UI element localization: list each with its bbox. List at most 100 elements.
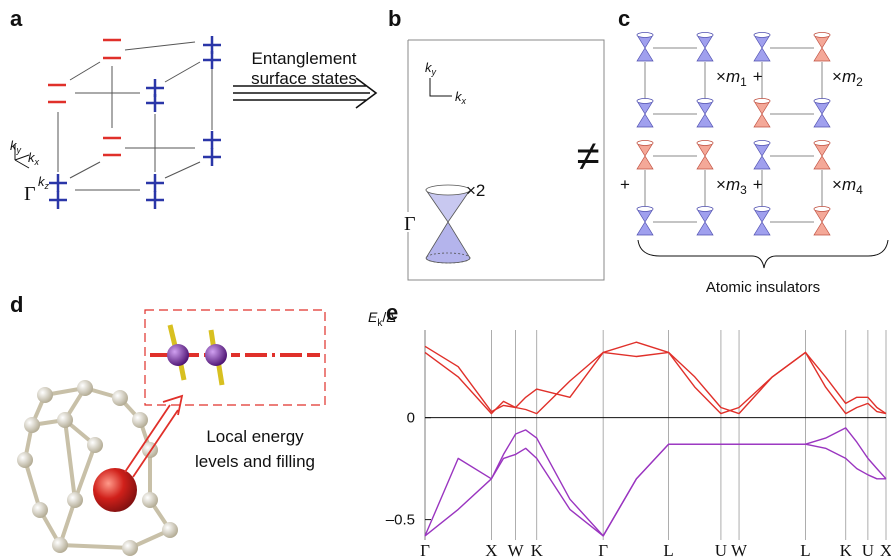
band-chart: ΓXWKΓLUWLKUX0–0.5 [386, 330, 891, 559]
panel-label: b [388, 6, 401, 31]
electron [167, 344, 189, 366]
axis-label: kz [38, 174, 50, 191]
multiplicity: ×2 [466, 181, 485, 200]
atom [67, 492, 83, 508]
hourglass [754, 101, 770, 127]
caption: levels and filling [195, 452, 315, 471]
x-tick-label: L [800, 541, 810, 559]
plus-sign [146, 94, 164, 112]
impurity-atom [93, 468, 137, 512]
cube-edge [70, 162, 100, 178]
brace [638, 240, 888, 268]
plus-sign [203, 51, 221, 69]
atom [112, 390, 128, 406]
hourglass-cap [814, 141, 830, 146]
atom [24, 417, 40, 433]
plus-sign [146, 191, 164, 209]
block-frame [762, 48, 822, 114]
hourglass [814, 101, 830, 127]
hourglass [637, 143, 653, 169]
hourglass-cap [637, 207, 653, 212]
hourglass [697, 209, 713, 235]
arrow-text: surface states [251, 69, 357, 88]
atom [162, 522, 178, 538]
hourglass-cap [754, 141, 770, 146]
hourglass-cap [697, 141, 713, 146]
hourglass [697, 101, 713, 127]
x-tick-label: U [862, 541, 874, 559]
plus: + [620, 175, 630, 194]
y-tick-label: 0 [407, 410, 415, 427]
x-tick-label: X [880, 541, 891, 559]
gamma-label: Γ [24, 183, 36, 205]
cube-edge [165, 62, 200, 82]
x-tick-label: K [531, 541, 544, 559]
axis-label: ky [425, 60, 437, 77]
atom [122, 540, 138, 556]
not-equal: ≠ [576, 132, 599, 179]
block-frame [645, 48, 705, 114]
plus-sign [203, 148, 221, 166]
hourglass-cap [754, 33, 770, 38]
cube-edge [70, 62, 100, 80]
cube-edge [165, 162, 200, 178]
atom [87, 437, 103, 453]
hourglass-cap [697, 99, 713, 104]
bond [60, 545, 130, 548]
hourglass [754, 209, 770, 235]
plus-sign [203, 131, 221, 149]
panel-label: d [10, 292, 23, 317]
hourglass [697, 143, 713, 169]
y-tick-label: –0.5 [386, 512, 415, 529]
hourglass [814, 209, 830, 235]
atom [32, 502, 48, 518]
axes-icon [430, 78, 452, 96]
atom [132, 412, 148, 428]
hourglass-cap [814, 33, 830, 38]
panel-label: c [618, 6, 630, 31]
x-tick-label: X [485, 541, 497, 559]
plus-sign [146, 174, 164, 192]
hourglass [754, 143, 770, 169]
band [425, 342, 886, 413]
atom [52, 537, 68, 553]
x-tick-label: U [715, 541, 727, 559]
panel-label: a [10, 6, 23, 31]
caption: Local energy [206, 427, 304, 446]
hourglass [637, 209, 653, 235]
hourglass-cap [814, 207, 830, 212]
hourglass [814, 35, 830, 61]
x-tick-label: Γ [598, 541, 608, 559]
hourglass-cap [637, 141, 653, 146]
term: ×m3+ [716, 175, 763, 197]
band [425, 428, 886, 536]
hourglass [637, 101, 653, 127]
band [425, 346, 886, 413]
hourglass-cap [814, 99, 830, 104]
term: ×m1+ [716, 67, 763, 89]
hourglass-cap [697, 33, 713, 38]
hourglass-cap [754, 207, 770, 212]
hourglass [814, 143, 830, 169]
atom [77, 380, 93, 396]
x-tick-label: L [663, 541, 673, 559]
x-tick-label: W [508, 541, 525, 559]
bond [65, 420, 75, 500]
band [425, 444, 886, 536]
hourglass [637, 35, 653, 61]
hourglass-cap [754, 99, 770, 104]
caption: Atomic insulators [706, 279, 820, 296]
atom [57, 412, 73, 428]
atom [142, 492, 158, 508]
hourglass-cap [697, 207, 713, 212]
axis-label: kx [28, 150, 40, 167]
bond [75, 445, 95, 500]
y-axis-label: Ek/Δ [368, 309, 396, 329]
atom [17, 452, 33, 468]
electron [205, 344, 227, 366]
figure: a b c d e ky kx kz Γ Entanglement surfac… [0, 0, 891, 559]
dirac-cone-top [426, 185, 470, 195]
red-arrow [125, 396, 182, 477]
hourglass [754, 35, 770, 61]
block-frame [762, 156, 822, 222]
